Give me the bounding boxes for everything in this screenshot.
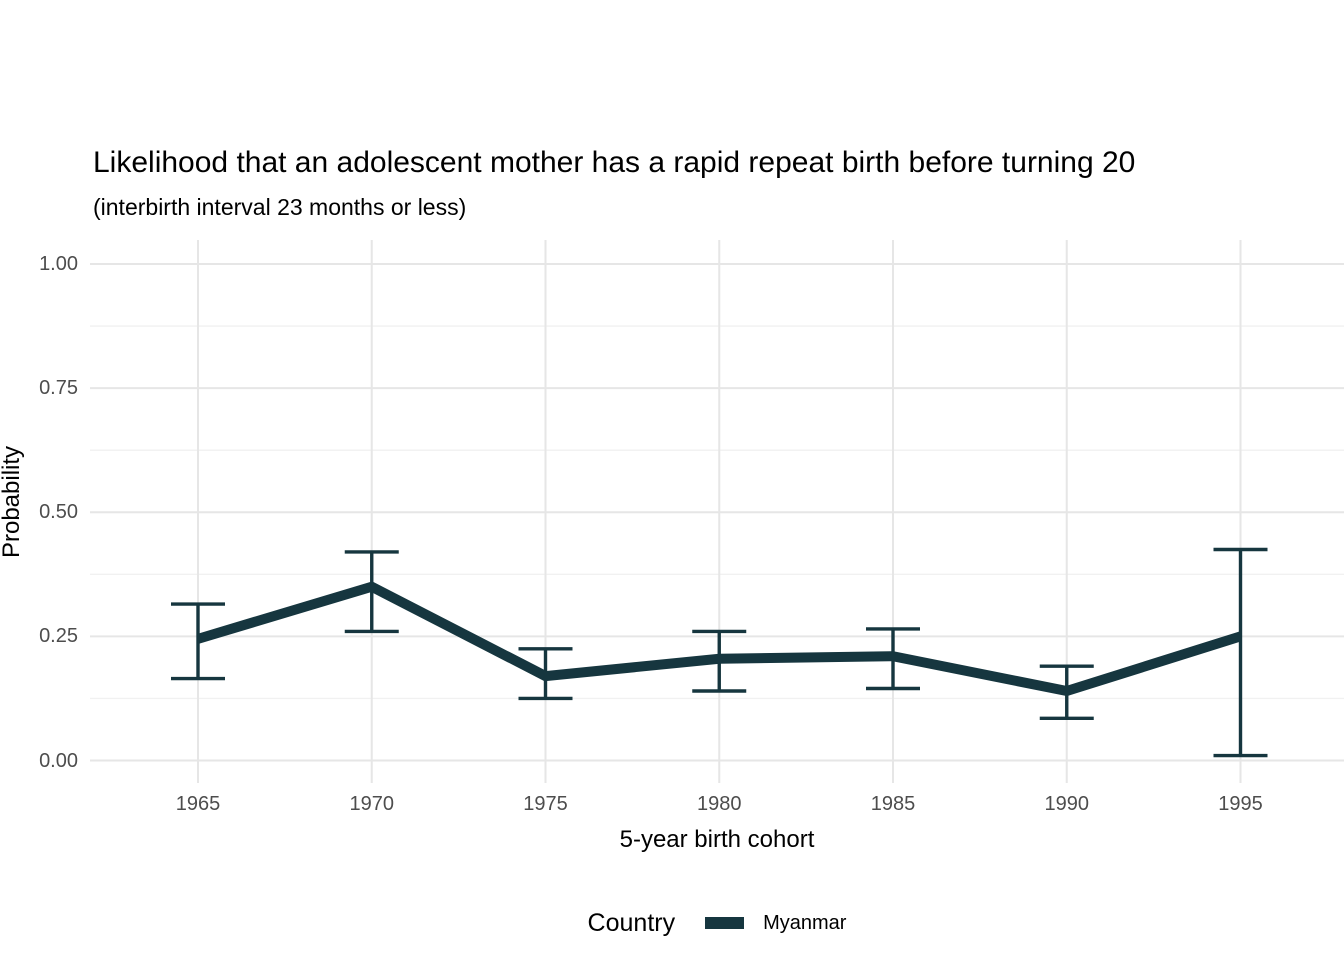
y-tick-label-1.00: 1.00 [39,253,78,275]
plot-area-svg [90,240,1344,783]
legend-label-myanmar: Myanmar [763,911,847,934]
x-tick-label-1965: 1965 [175,793,221,815]
series-line-myanmar [196,581,1242,697]
plot-panel [90,240,1344,783]
x-tick-label-1980: 1980 [697,793,742,815]
x-axis-title: 5-year birth cohort [619,826,815,853]
y-tick-label-0.50: 0.50 [39,501,78,524]
x-tick-label-1970: 1970 [349,793,395,815]
x-tick-label-1985: 1985 [870,793,916,815]
x-tick-label-1995: 1995 [1218,793,1263,815]
x-tick-label-1990: 1990 [1044,793,1090,815]
y-tick-label-0.75: 0.75 [39,377,78,400]
y-tick-label-0.25: 0.25 [39,625,78,648]
legend-title: Country [587,908,676,937]
y-tick-label-0.00: 0.00 [39,749,78,772]
legend-line-swatch [705,917,745,929]
chart-subtitle: (interbirth interval 23 months or less) [93,194,467,220]
chart-title: Likelihood that an adolescent mother has… [93,146,1136,179]
legend: Country Myanmar [90,905,1344,941]
x-tick-label-1975: 1975 [523,793,568,815]
